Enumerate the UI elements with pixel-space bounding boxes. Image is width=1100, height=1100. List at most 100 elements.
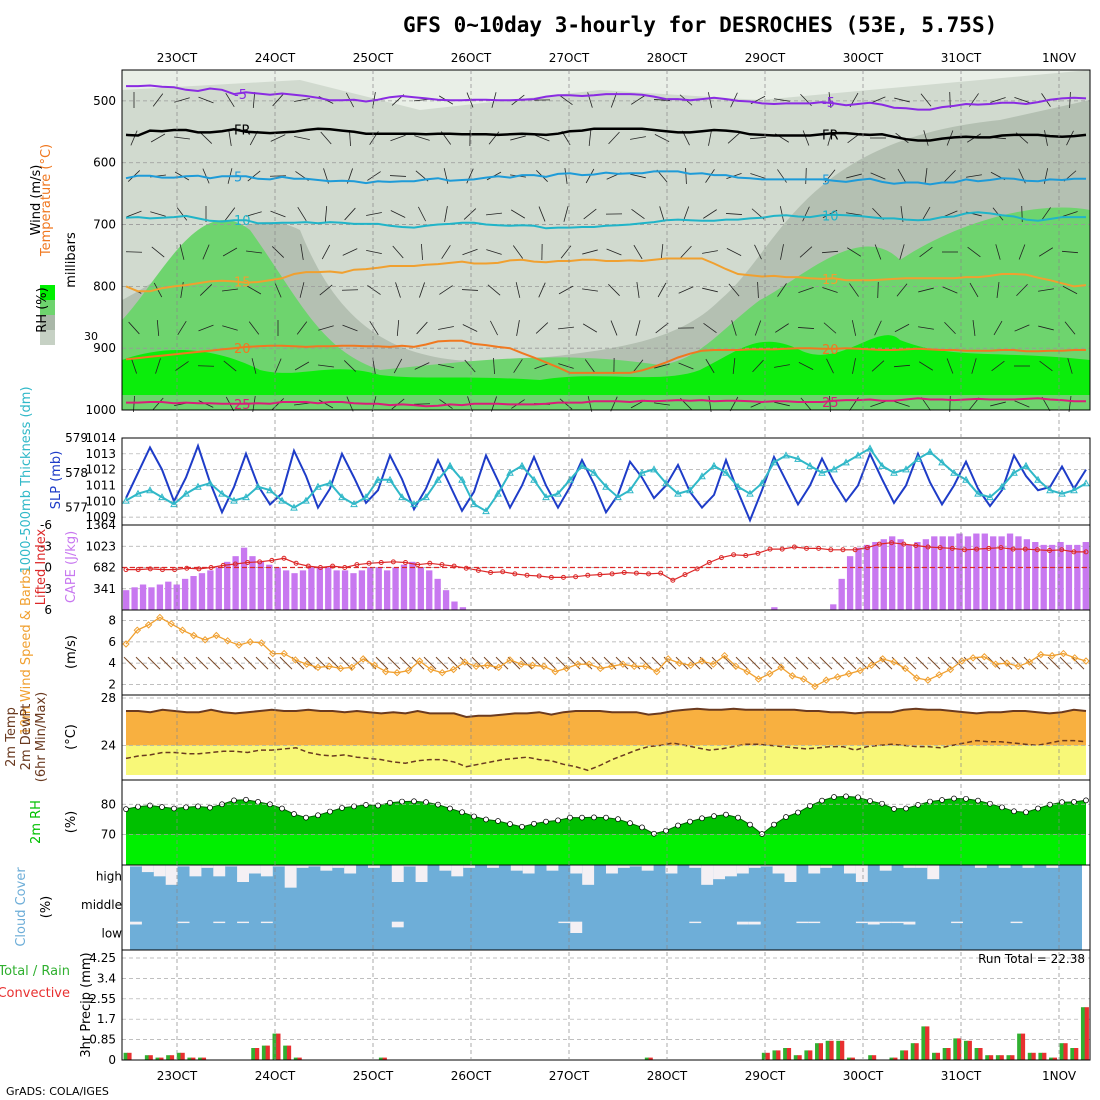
thickness-point bbox=[170, 500, 178, 508]
li-point bbox=[524, 572, 530, 578]
precip-bar-conv bbox=[1031, 1052, 1036, 1060]
wind-barb bbox=[846, 212, 862, 216]
wind-barb bbox=[588, 130, 592, 146]
rh-point bbox=[327, 808, 333, 815]
precip-bar-total bbox=[1006, 1055, 1011, 1060]
cloud-bar-high bbox=[772, 865, 785, 874]
wind-barb bbox=[438, 326, 454, 330]
wind-barb bbox=[711, 656, 725, 670]
rh-point bbox=[375, 802, 381, 809]
wind-point bbox=[1014, 662, 1022, 671]
wind-barb bbox=[507, 656, 521, 670]
thickness-point bbox=[746, 489, 754, 497]
wind-barb bbox=[705, 169, 715, 183]
li-point bbox=[184, 565, 190, 571]
rh-point bbox=[459, 809, 465, 816]
wind-barb bbox=[423, 656, 437, 670]
cloud-bar-high bbox=[903, 865, 916, 868]
li-point bbox=[293, 560, 299, 566]
wind-barb bbox=[893, 364, 911, 368]
wind-point bbox=[144, 621, 153, 629]
wind-barb bbox=[826, 358, 834, 374]
wind-barb bbox=[303, 656, 317, 670]
cloud-bar-high bbox=[189, 865, 202, 877]
cape-bar bbox=[224, 561, 231, 610]
li-point bbox=[123, 567, 129, 573]
cape-bar bbox=[165, 581, 172, 610]
rh-point bbox=[627, 820, 633, 826]
precip-bar-total bbox=[1080, 1007, 1086, 1060]
wind-point bbox=[257, 639, 266, 647]
wind-point bbox=[427, 665, 435, 674]
wind-barb bbox=[512, 245, 524, 259]
thickness-point bbox=[914, 454, 922, 462]
wind-point bbox=[969, 654, 977, 662]
li-point bbox=[986, 545, 992, 551]
date-label-top: 30OCT bbox=[843, 51, 884, 65]
side-cloud-units: (%) bbox=[39, 896, 54, 919]
thickness-point bbox=[194, 482, 202, 490]
wind-barb bbox=[274, 282, 282, 298]
wind-barb bbox=[919, 246, 933, 258]
wind-barb bbox=[516, 320, 520, 336]
wind-barb bbox=[990, 97, 1006, 103]
wind-point bbox=[506, 656, 514, 664]
thickness-point bbox=[758, 479, 766, 487]
wind-barb bbox=[252, 91, 256, 109]
wind-point bbox=[698, 657, 706, 665]
rh-point bbox=[363, 802, 369, 808]
thickness-point bbox=[398, 493, 406, 501]
wind-barb bbox=[585, 168, 595, 184]
cape-bar bbox=[367, 567, 374, 610]
temp-tick: 28 bbox=[101, 691, 116, 705]
wind-barb bbox=[466, 168, 474, 184]
wind-barb bbox=[159, 656, 173, 670]
cape-bar bbox=[838, 578, 845, 610]
contour-label--5: -5 bbox=[822, 96, 835, 111]
cloud-tick: high bbox=[96, 870, 122, 884]
cape-tick: 1364 bbox=[85, 518, 116, 532]
thickness-point bbox=[506, 468, 514, 476]
wind-point bbox=[935, 671, 943, 679]
rh-point bbox=[579, 814, 585, 821]
wind-barb bbox=[510, 209, 526, 219]
rh-point bbox=[999, 804, 1005, 811]
wind-barb bbox=[349, 129, 351, 147]
wind-barb bbox=[1068, 396, 1072, 412]
wind-barb bbox=[294, 361, 310, 371]
wind-point bbox=[461, 658, 469, 666]
date-label-top: 24OCT bbox=[255, 51, 296, 65]
thickness-point bbox=[578, 461, 586, 469]
cape-bar bbox=[426, 570, 433, 610]
thickness-point bbox=[1034, 475, 1042, 483]
cloud-bar-high bbox=[1046, 865, 1059, 868]
cloud-bar-low bbox=[177, 921, 190, 924]
rh-point bbox=[591, 814, 597, 821]
wind-point bbox=[302, 660, 311, 668]
wind-barb bbox=[606, 248, 622, 256]
cape-bar bbox=[282, 570, 290, 610]
wind-point bbox=[235, 641, 243, 649]
wind-point bbox=[777, 663, 785, 672]
precip-bar-total bbox=[963, 1040, 969, 1060]
wind-barb bbox=[610, 396, 618, 412]
cloud-bar-high bbox=[855, 865, 868, 882]
wind-barb bbox=[320, 131, 332, 145]
wind-barb bbox=[299, 282, 305, 298]
wind-barb bbox=[399, 656, 413, 670]
wind-barb bbox=[821, 250, 839, 254]
wind-barb bbox=[659, 206, 665, 222]
cloud-bar-high bbox=[332, 865, 345, 868]
thickness-point bbox=[542, 493, 550, 501]
wind-barb bbox=[971, 358, 977, 374]
wind-point bbox=[167, 620, 175, 628]
cloud-bar-high bbox=[974, 865, 987, 868]
wind-barb bbox=[633, 244, 643, 260]
wind-barb bbox=[272, 93, 284, 107]
contour-label-5: 5 bbox=[822, 173, 830, 188]
li-point bbox=[475, 567, 481, 573]
wind-barb bbox=[921, 206, 931, 222]
cloud-bar-low bbox=[808, 921, 821, 924]
wind-barb bbox=[969, 282, 979, 298]
